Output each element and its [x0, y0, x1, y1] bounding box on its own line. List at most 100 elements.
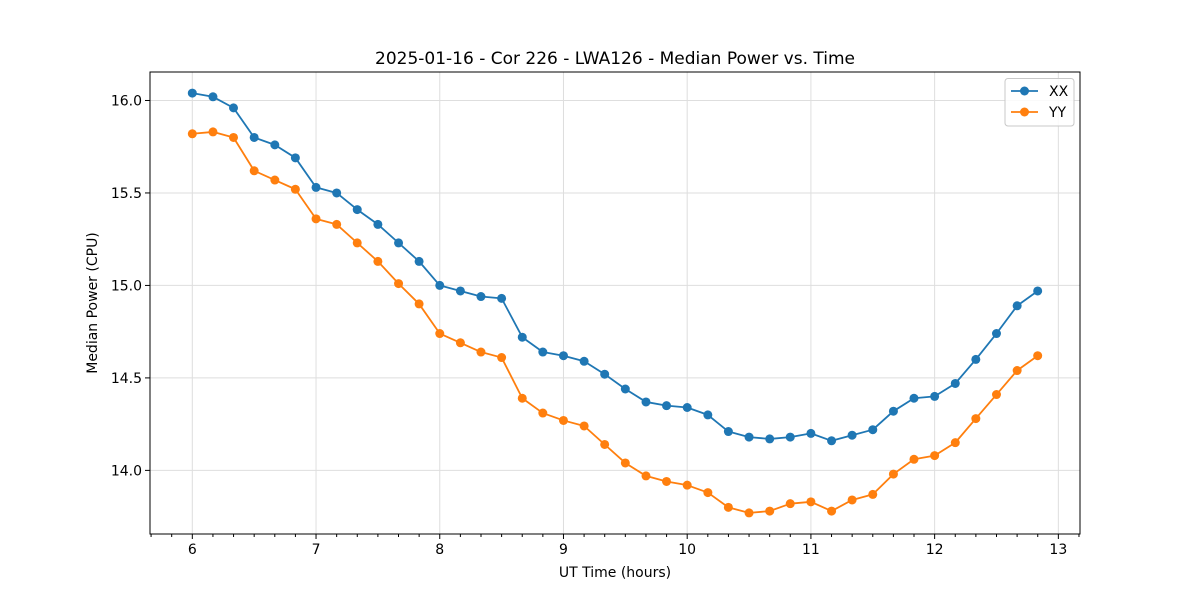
y-tick-label: 16.0: [111, 93, 142, 109]
data-point-XX: [394, 238, 404, 248]
data-point-YY: [950, 438, 960, 448]
y-tick-label: 15.5: [111, 186, 142, 202]
data-point-YY: [930, 451, 940, 461]
data-point-YY: [991, 390, 1001, 400]
tick-layer: [145, 99, 1080, 539]
data-point-YY: [1012, 366, 1022, 376]
y-axis-label: Median Power (CPU): [85, 232, 101, 374]
data-point-XX: [1012, 301, 1022, 311]
data-point-XX: [991, 329, 1001, 339]
data-point-XX: [249, 132, 259, 142]
data-point-XX: [270, 140, 280, 150]
y-tick-label: 14.0: [111, 463, 142, 479]
data-point-XX: [579, 356, 589, 366]
legend-label-yy: YY: [1048, 105, 1067, 121]
data-point-YY: [703, 488, 713, 498]
x-tick-label: 8: [435, 542, 444, 558]
x-tick-label: 7: [312, 542, 321, 558]
legend: XX YY: [1004, 78, 1075, 127]
data-point-XX: [290, 153, 300, 163]
data-point-YY: [558, 415, 568, 425]
data-point-XX: [785, 432, 795, 442]
y-tick-label: 14.5: [111, 371, 142, 387]
x-tick-label: 6: [188, 542, 197, 558]
data-point-XX: [620, 384, 630, 394]
data-point-YY: [600, 439, 610, 449]
data-point-XX: [744, 432, 754, 442]
data-point-XX: [723, 427, 733, 437]
chart-title: 2025-01-16 - Cor 226 - LWA126 - Median P…: [375, 49, 855, 69]
data-point-XX: [435, 280, 445, 290]
data-point-YY: [682, 480, 692, 490]
data-point-YY: [971, 414, 981, 424]
data-point-XX: [930, 391, 940, 401]
data-point-XX: [806, 428, 816, 438]
data-point-YY: [187, 129, 197, 139]
series-layer: [187, 88, 1043, 518]
data-point-YY: [909, 454, 919, 464]
data-point-YY: [641, 471, 651, 481]
data-point-YY: [868, 489, 878, 499]
data-point-XX: [373, 219, 383, 229]
data-point-YY: [352, 238, 362, 248]
data-point-YY: [414, 299, 424, 309]
data-point-XX: [208, 92, 218, 102]
data-point-YY: [373, 256, 383, 266]
data-point-XX: [517, 332, 527, 342]
data-point-YY: [847, 495, 857, 505]
data-point-XX: [868, 425, 878, 435]
data-point-YY: [249, 166, 259, 176]
data-point-XX: [909, 393, 919, 403]
data-point-XX: [888, 406, 898, 416]
legend-sample-marker-XX: [1020, 86, 1029, 96]
data-point-YY: [806, 497, 816, 507]
x-axis-label: UT Time (hours): [559, 565, 671, 581]
data-point-YY: [538, 408, 548, 418]
data-point-YY: [662, 476, 672, 486]
data-point-XX: [538, 347, 548, 357]
data-point-XX: [414, 256, 424, 266]
data-point-YY: [1033, 351, 1043, 361]
data-point-YY: [579, 421, 589, 431]
x-tick-label: 11: [802, 542, 820, 558]
data-point-XX: [827, 436, 837, 446]
data-point-YY: [455, 338, 465, 348]
data-point-XX: [497, 293, 507, 303]
legend-sample-marker-YY: [1020, 107, 1029, 117]
y-tick-label: 15.0: [111, 278, 142, 294]
x-tick-label: 13: [1049, 542, 1067, 558]
data-point-XX: [352, 205, 362, 215]
data-point-YY: [270, 175, 280, 185]
data-point-XX: [950, 378, 960, 388]
data-point-YY: [620, 458, 630, 468]
data-point-YY: [290, 184, 300, 194]
data-point-YY: [394, 279, 404, 289]
data-point-YY: [765, 506, 775, 516]
data-point-XX: [476, 292, 486, 302]
tick-label-layer: 6 7 8 9 10 11 12 13 14.0 14.5 15.0 15.5 16.0: [111, 93, 1067, 558]
data-point-YY: [332, 219, 342, 229]
data-point-XX: [455, 286, 465, 296]
data-point-XX: [311, 182, 321, 192]
plot-frame: [149, 71, 1081, 535]
data-point-XX: [971, 354, 981, 364]
data-point-XX: [229, 103, 239, 113]
data-point-YY: [723, 502, 733, 512]
data-point-XX: [187, 88, 197, 98]
data-point-YY: [517, 393, 527, 403]
legend-samples: [1011, 86, 1038, 117]
data-point-XX: [332, 188, 342, 198]
x-tick-label: 10: [678, 542, 696, 558]
data-point-XX: [641, 397, 651, 407]
data-point-YY: [497, 353, 507, 363]
data-point-XX: [682, 402, 692, 412]
x-tick-label: 12: [926, 542, 944, 558]
data-point-YY: [888, 469, 898, 479]
data-point-YY: [827, 506, 837, 516]
data-point-XX: [600, 369, 610, 379]
data-point-XX: [847, 430, 857, 440]
data-point-XX: [1033, 286, 1043, 296]
data-point-XX: [703, 410, 713, 420]
